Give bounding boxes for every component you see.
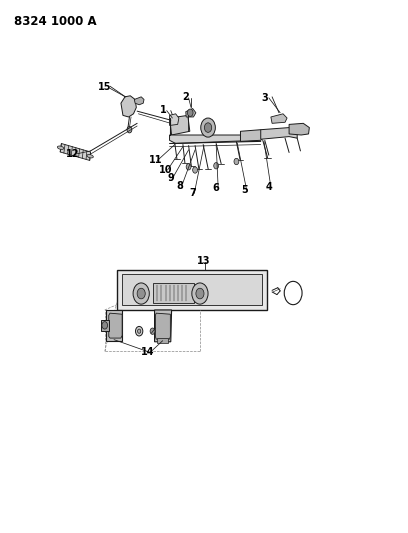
Polygon shape [170, 114, 179, 125]
Bar [157, 338, 168, 343]
Text: 6: 6 [213, 183, 220, 193]
Circle shape [135, 326, 143, 336]
Polygon shape [170, 115, 190, 135]
Text: 2: 2 [182, 92, 189, 102]
Circle shape [186, 164, 191, 170]
Polygon shape [155, 313, 171, 339]
Polygon shape [240, 130, 267, 141]
Text: 15: 15 [98, 82, 111, 92]
Polygon shape [134, 97, 144, 105]
Text: 8324 1000 A: 8324 1000 A [13, 14, 96, 28]
Polygon shape [155, 310, 172, 342]
Circle shape [204, 123, 212, 132]
Circle shape [150, 328, 155, 334]
Bar [122, 274, 262, 305]
Polygon shape [289, 123, 309, 135]
Text: 9: 9 [167, 173, 174, 183]
Ellipse shape [58, 146, 64, 149]
Polygon shape [261, 127, 297, 139]
Text: 8: 8 [176, 181, 183, 191]
Text: 12: 12 [66, 149, 79, 159]
Polygon shape [106, 310, 122, 341]
Bar [117, 270, 267, 310]
Text: 5: 5 [241, 184, 248, 195]
Polygon shape [271, 114, 287, 123]
Text: 4: 4 [266, 182, 272, 192]
Bar [101, 319, 109, 331]
Circle shape [234, 158, 239, 165]
Text: 1: 1 [160, 104, 167, 115]
Circle shape [187, 109, 193, 116]
Circle shape [127, 126, 132, 133]
Text: 13: 13 [197, 256, 211, 266]
Circle shape [193, 167, 197, 173]
Text: 10: 10 [159, 165, 172, 175]
Polygon shape [170, 135, 257, 143]
Circle shape [196, 288, 204, 299]
Circle shape [201, 118, 215, 137]
Polygon shape [109, 313, 122, 338]
Circle shape [137, 329, 141, 333]
Polygon shape [186, 109, 196, 117]
Text: 14: 14 [140, 348, 154, 358]
Text: 11: 11 [149, 156, 162, 165]
Circle shape [192, 283, 208, 304]
Circle shape [102, 321, 108, 329]
Polygon shape [60, 143, 91, 160]
Circle shape [133, 283, 149, 304]
Bar [153, 284, 194, 303]
Circle shape [214, 163, 219, 169]
Polygon shape [121, 96, 136, 117]
Circle shape [137, 288, 145, 299]
Ellipse shape [87, 155, 93, 158]
Text: 7: 7 [189, 188, 196, 198]
Text: 3: 3 [262, 93, 268, 103]
